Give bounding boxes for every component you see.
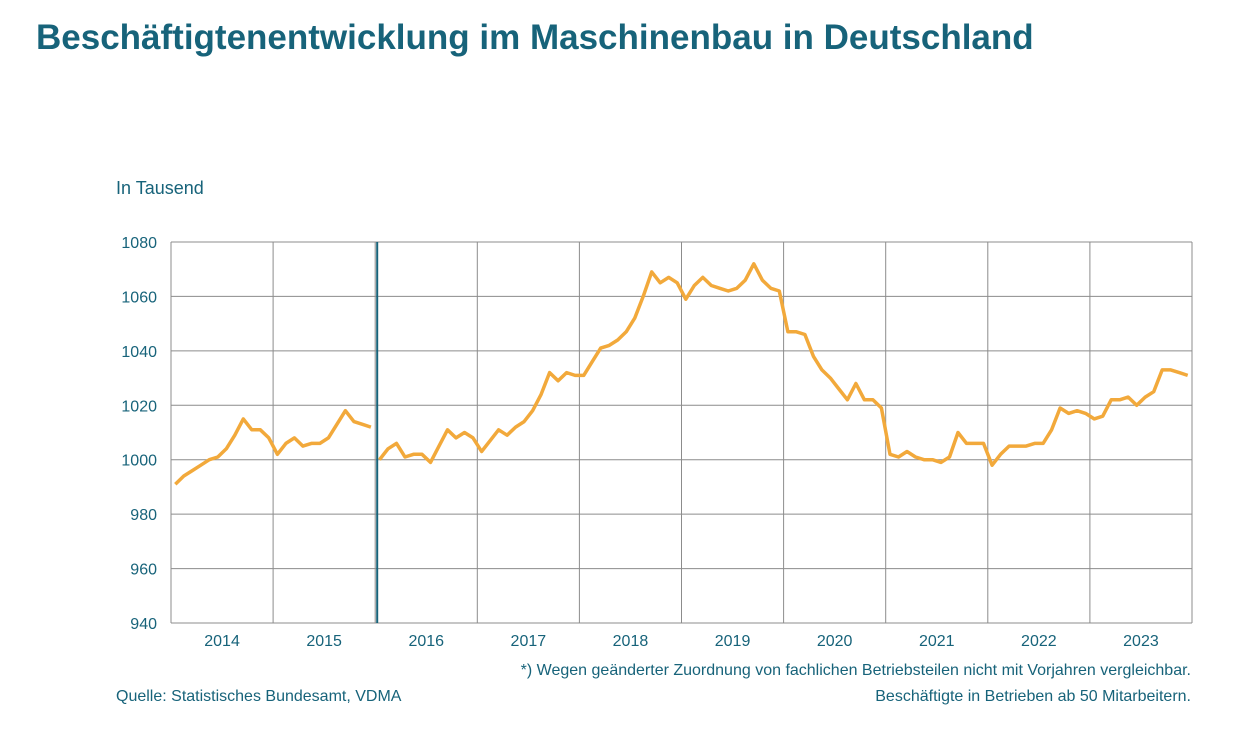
- x-tick-label: 2015: [306, 633, 342, 650]
- y-tick-label: 1000: [121, 453, 157, 470]
- x-tick-label: 2017: [511, 633, 547, 650]
- y-tick-label: 1080: [121, 235, 157, 252]
- y-tick-label: 980: [130, 507, 157, 524]
- x-tick-label: 2023: [1123, 633, 1159, 650]
- y-tick-label: 960: [130, 562, 157, 579]
- x-tick-label: 2019: [715, 633, 751, 650]
- x-tick-label: 2021: [919, 633, 955, 650]
- x-tick-label: 2020: [817, 633, 853, 650]
- y-tick-label: 1020: [121, 398, 157, 415]
- note: Beschäftigte in Betrieben ab 50 Mitarbei…: [875, 688, 1191, 705]
- chart-title: Beschäftigtenentwicklung im Maschinenbau…: [36, 18, 1034, 57]
- y-tick-label: 1040: [121, 344, 157, 361]
- series-line-1: [174, 408, 372, 486]
- y-axis-label: In Tausend: [116, 178, 204, 198]
- x-tick-label: 2022: [1021, 633, 1057, 650]
- source: Quelle: Statistisches Bundesamt, VDMA: [116, 688, 402, 705]
- y-tick-label: 940: [130, 616, 157, 633]
- y-tick-label: 1060: [121, 289, 157, 306]
- x-tick-label: 2014: [204, 633, 240, 650]
- x-tick-label: 2016: [408, 633, 444, 650]
- x-tick-label: 2018: [613, 633, 649, 650]
- footnote: *) Wegen geänderter Zuordnung von fachli…: [520, 662, 1191, 679]
- series-line-2: [378, 262, 1189, 467]
